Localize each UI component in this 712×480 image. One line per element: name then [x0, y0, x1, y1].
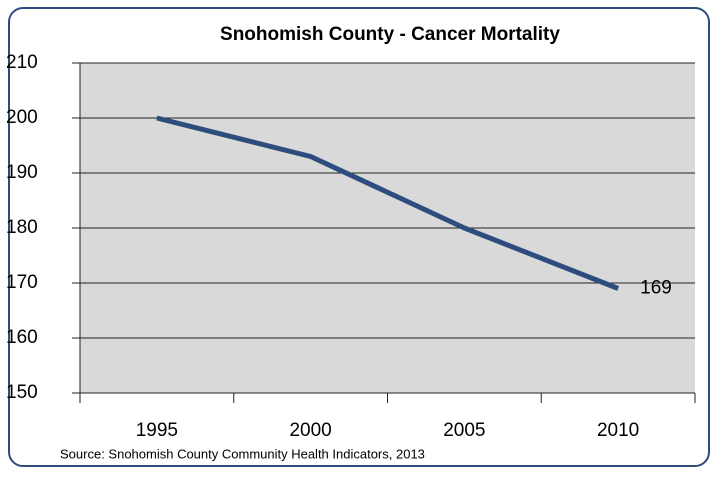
y-tick-label: 200 [6, 107, 38, 128]
source-note: Source: Snohomish County Community Healt… [60, 446, 425, 461]
y-tick-label: 150 [6, 382, 38, 403]
y-tick-label: 210 [6, 52, 38, 73]
y-tick-label: 160 [6, 327, 38, 348]
y-tick-label: 180 [6, 217, 38, 238]
chart-title: Snohomish County - Cancer Mortality [220, 24, 560, 45]
x-tick-label: 2005 [443, 420, 485, 441]
y-tick-label: 190 [6, 162, 38, 183]
x-tick-label: 2000 [289, 420, 331, 441]
data-label: 169 [640, 278, 672, 299]
x-tick-label: 1995 [136, 420, 178, 441]
x-tick-label: 2010 [597, 420, 639, 441]
y-tick-label: 170 [6, 272, 38, 293]
data-line [156, 115, 620, 291]
